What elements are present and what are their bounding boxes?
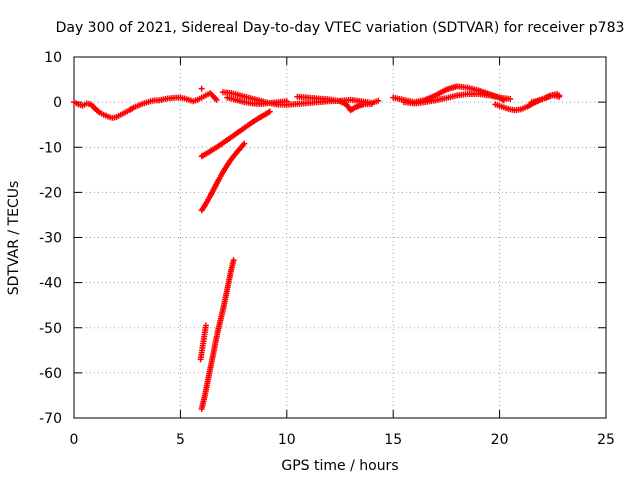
series-arc-4 <box>198 140 248 214</box>
x-tick-label: 20 <box>491 432 509 448</box>
y-tick-label: -70 <box>39 411 62 427</box>
axis-ticks: -70 -60 -50 -40 -30 -20 -10 0 10 0 5 10 15 20 25 <box>39 50 615 448</box>
data-point <box>230 257 237 264</box>
y-tick-label: -10 <box>39 140 62 156</box>
data-point <box>266 108 273 115</box>
data-point <box>375 97 382 104</box>
y-tick-label: 0 <box>53 95 62 111</box>
series-arc-2 <box>198 85 205 92</box>
y-tick-label: 10 <box>44 50 62 66</box>
series-arc-6 <box>197 322 209 363</box>
data-point <box>368 100 375 107</box>
series-arc-5 <box>198 257 237 412</box>
series-arc-1 <box>71 90 220 121</box>
grid <box>74 57 606 418</box>
data-point <box>283 98 290 105</box>
data-point <box>198 85 205 92</box>
data-point <box>556 92 563 99</box>
series-arc-11 <box>400 91 514 107</box>
data-points <box>71 83 563 412</box>
series-arc-9 <box>294 93 375 114</box>
x-tick-label: 15 <box>384 432 402 448</box>
x-tick-label: 10 <box>278 432 296 448</box>
data-point <box>507 95 514 102</box>
series-arc-8 <box>224 94 290 107</box>
y-tick-label: -50 <box>39 321 62 337</box>
y-tick-label: -20 <box>39 185 62 201</box>
data-point <box>241 140 248 147</box>
data-point <box>213 96 220 103</box>
x-tick-label: 25 <box>597 432 615 448</box>
y-tick-label: -60 <box>39 366 62 382</box>
x-tick-label: 5 <box>176 432 185 448</box>
chart-title: Day 300 of 2021, Sidereal Day-to-day VTE… <box>56 20 625 36</box>
series-arc-13 <box>528 91 563 106</box>
y-tick-label: -30 <box>39 231 62 247</box>
y-tick-label: -40 <box>39 276 62 292</box>
data-point <box>202 322 209 329</box>
y-axis-label: SDTVAR / TECUs <box>6 181 22 296</box>
x-tick-label: 0 <box>70 432 79 448</box>
series-arc-3 <box>198 108 273 160</box>
x-axis-label: GPS time / hours <box>281 458 398 474</box>
